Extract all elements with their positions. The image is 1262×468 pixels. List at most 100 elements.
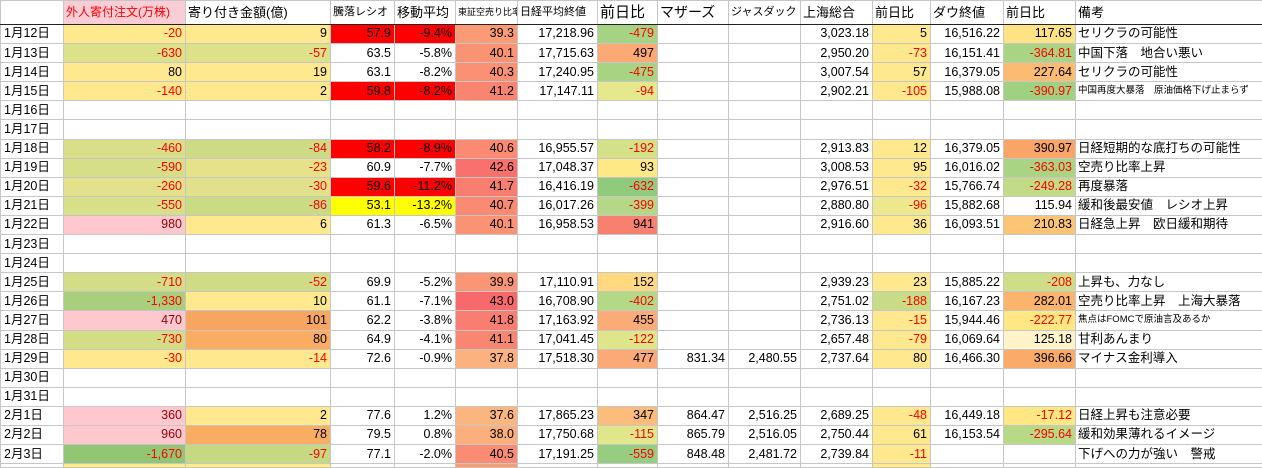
cell-nikkei_close[interactable]: 17,715.63 xyxy=(518,44,598,63)
cell-gaijin_order[interactable]: -20 xyxy=(64,25,186,44)
cell-dow_close[interactable] xyxy=(931,101,1004,120)
cell-nikkei_close[interactable] xyxy=(518,387,598,406)
cell-shanghai[interactable] xyxy=(801,368,873,387)
cell-moving_avg[interactable]: -8.2% xyxy=(395,82,456,101)
cell-dow_chg[interactable] xyxy=(1004,120,1076,139)
cell-jasdaq[interactable]: 2,481.72 xyxy=(729,445,801,464)
cell-nikkei_chg[interactable]: -122 xyxy=(598,330,658,349)
cell-opening_amount[interactable]: 2 xyxy=(186,82,331,101)
cell-nikkei_chg[interactable]: -632 xyxy=(598,177,658,196)
cell-updown_ratio[interactable]: 61.1 xyxy=(331,292,395,311)
cell-moving_avg[interactable] xyxy=(395,101,456,120)
cell-moving_avg[interactable]: 0.8% xyxy=(395,425,456,444)
cell-nikkei_chg[interactable]: 497 xyxy=(598,44,658,63)
cell-shanghai_chg[interactable] xyxy=(873,120,931,139)
cell-nikkei_chg[interactable] xyxy=(598,120,658,139)
cell-dow_close[interactable] xyxy=(931,387,1004,406)
date-cell[interactable]: 2月2日 xyxy=(1,425,64,444)
cell-updown_ratio[interactable] xyxy=(331,235,395,254)
cell-moving_avg[interactable]: 1.2% xyxy=(395,406,456,425)
cell-dow_chg[interactable] xyxy=(1004,387,1076,406)
cell-jasdaq[interactable] xyxy=(729,387,801,406)
cell-shanghai_chg[interactable]: 12 xyxy=(873,139,931,158)
cell-dow_chg[interactable]: -17.12 xyxy=(1004,406,1076,425)
col-header-moving_avg[interactable]: 移動平均 xyxy=(395,1,456,25)
cell-mothers[interactable] xyxy=(658,196,729,215)
col-header-short_ratio[interactable]: 東証空売り比率 xyxy=(456,1,518,25)
cell-opening_amount[interactable]: -30 xyxy=(186,177,331,196)
cell-dow_chg[interactable]: -208 xyxy=(1004,273,1076,292)
cell-nikkei_close[interactable]: 17,750.68 xyxy=(518,425,598,444)
cell-gaijin_order[interactable]: 470 xyxy=(64,311,186,330)
cell-updown_ratio[interactable]: 57.9 xyxy=(331,25,395,44)
cell-mothers[interactable] xyxy=(658,387,729,406)
cell-moving_avg[interactable]: -6.5% xyxy=(395,215,456,234)
date-cell[interactable]: 1月15日 xyxy=(1,82,64,101)
cell-moving_avg[interactable] xyxy=(395,235,456,254)
cell-updown_ratio[interactable]: 59.8 xyxy=(331,82,395,101)
cell-shanghai[interactable]: 2,736.13 xyxy=(801,311,873,330)
cell-opening_amount[interactable]: -52 xyxy=(186,273,331,292)
cell-opening_amount[interactable]: 78 xyxy=(186,425,331,444)
col-header-opening_amount[interactable]: 寄り付き金額(億) xyxy=(186,1,331,25)
cell-memo[interactable]: 中国再度大暴落 原油価格下げ止まらず xyxy=(1076,82,1262,101)
cell-nikkei_chg[interactable] xyxy=(598,235,658,254)
cell-mothers[interactable] xyxy=(658,44,729,63)
cell-nikkei_chg[interactable]: -475 xyxy=(598,63,658,82)
cell-shanghai_chg[interactable]: -48 xyxy=(873,406,931,425)
cell-updown_ratio[interactable]: 64.9 xyxy=(331,330,395,349)
cell-nikkei_close[interactable] xyxy=(518,368,598,387)
cell-nikkei_close[interactable] xyxy=(518,235,598,254)
cell-jasdaq[interactable] xyxy=(729,44,801,63)
cell-dow_close[interactable] xyxy=(931,235,1004,254)
cell-memo[interactable]: 日経急上昇 欧日緩和期待 xyxy=(1076,215,1262,234)
cell-short_ratio[interactable]: 41.8 xyxy=(456,311,518,330)
cell-jasdaq[interactable] xyxy=(729,120,801,139)
cell-dow_close[interactable]: 16,151.41 xyxy=(931,44,1004,63)
cell-shanghai_chg[interactable]: -96 xyxy=(873,196,931,215)
cell-short_ratio[interactable]: 38.0 xyxy=(456,425,518,444)
cell-opening_amount[interactable] xyxy=(186,120,331,139)
cell-jasdaq[interactable] xyxy=(729,63,801,82)
cell-nikkei_close[interactable]: 17,041.45 xyxy=(518,330,598,349)
cell-mothers[interactable] xyxy=(658,82,729,101)
cell-updown_ratio[interactable] xyxy=(331,368,395,387)
cell-shanghai[interactable]: 3,023.18 xyxy=(801,25,873,44)
cell-moving_avg[interactable] xyxy=(395,368,456,387)
cell-nikkei_chg[interactable]: 941 xyxy=(598,215,658,234)
cell-mothers[interactable] xyxy=(658,368,729,387)
cell-moving_avg[interactable]: -13.2% xyxy=(395,196,456,215)
cell-shanghai[interactable]: 2,880.80 xyxy=(801,196,873,215)
cell-memo[interactable] xyxy=(1076,387,1262,406)
cell-short_ratio[interactable] xyxy=(456,101,518,120)
cell-memo[interactable]: セリクラの可能性 xyxy=(1076,25,1262,44)
cell-jasdaq[interactable] xyxy=(729,292,801,311)
cell-gaijin_order[interactable] xyxy=(64,254,186,273)
cell-opening_amount[interactable]: 101 xyxy=(186,311,331,330)
corner-cell[interactable] xyxy=(1,1,64,25)
cell-dow_close[interactable]: 15,988.08 xyxy=(931,82,1004,101)
cell-mothers[interactable] xyxy=(658,311,729,330)
cell-dow_chg[interactable]: 390.97 xyxy=(1004,139,1076,158)
cell-nikkei_close[interactable]: 16,416.19 xyxy=(518,177,598,196)
cell-dow_close[interactable] xyxy=(931,254,1004,273)
cell-updown_ratio[interactable]: 77.1 xyxy=(331,445,395,464)
cell-mothers[interactable] xyxy=(658,139,729,158)
cell-jasdaq[interactable] xyxy=(729,311,801,330)
cell-mothers[interactable] xyxy=(658,25,729,44)
cell-nikkei_close[interactable]: 17,048.37 xyxy=(518,158,598,177)
cell-moving_avg[interactable]: -4.1% xyxy=(395,330,456,349)
cell-shanghai_chg[interactable] xyxy=(873,387,931,406)
cell-opening_amount[interactable]: 6 xyxy=(186,215,331,234)
cell-short_ratio[interactable] xyxy=(456,368,518,387)
cell-dow_chg[interactable]: -363.03 xyxy=(1004,158,1076,177)
cell-mothers[interactable]: 848.48 xyxy=(658,445,729,464)
cell-short_ratio[interactable]: 40.5 xyxy=(456,445,518,464)
cell-gaijin_order[interactable] xyxy=(64,101,186,120)
cell-gaijin_order[interactable]: -140 xyxy=(64,82,186,101)
cell-shanghai_chg[interactable] xyxy=(873,254,931,273)
cell-opening_amount[interactable] xyxy=(186,368,331,387)
cell-moving_avg[interactable]: -8.2% xyxy=(395,63,456,82)
cell-shanghai[interactable]: 2,750.44 xyxy=(801,425,873,444)
cell-memo[interactable]: 焦点はFOMCで原油言及あるか xyxy=(1076,311,1262,330)
